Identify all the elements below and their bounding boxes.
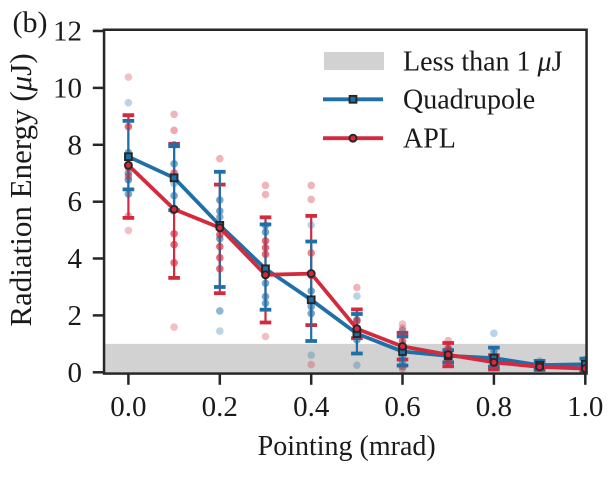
svg-text:1.0: 1.0 [567,391,603,423]
svg-text:APL: APL [403,124,456,155]
svg-text:0.2: 0.2 [202,391,238,423]
svg-text:0: 0 [68,357,83,389]
svg-text:8: 8 [68,129,83,161]
svg-text:0.8: 0.8 [476,391,512,423]
svg-text:0.6: 0.6 [384,391,420,423]
svg-text:Radiation Energy (μJ): Radiation Energy (μJ) [3,53,38,326]
svg-text:(b): (b) [13,6,48,39]
svg-text:4: 4 [68,243,83,275]
svg-text:10: 10 [53,72,82,104]
svg-text:6: 6 [68,186,83,218]
svg-text:12: 12 [53,16,82,48]
svg-text:Less than 1 μJ: Less than 1 μJ [403,46,563,77]
svg-text:Pointing (mrad): Pointing (mrad) [258,431,436,462]
svg-text:0.0: 0.0 [110,391,146,423]
svg-text:0.4: 0.4 [293,391,330,423]
svg-text:Quadrupole: Quadrupole [403,85,535,116]
svg-text:2: 2 [68,300,83,332]
